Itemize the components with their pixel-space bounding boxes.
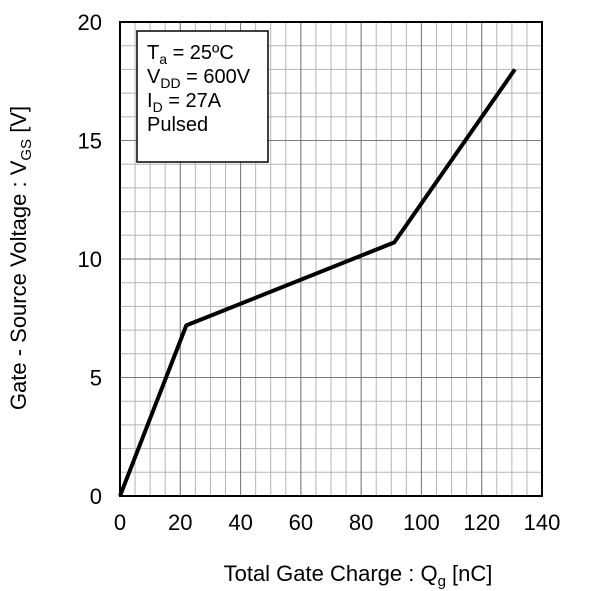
condition-line: ID = 27A: [147, 90, 222, 115]
gate-charge-curve: [118, 68, 517, 497]
series-layer: [118, 68, 517, 497]
condition-line: Pulsed: [147, 114, 208, 136]
y-axis-label: Gate - Source Voltage : VGS [V]: [6, 106, 35, 410]
x-tick-label: 120: [463, 510, 500, 535]
y-tick-labels: 0 5 10 15 20: [78, 10, 102, 509]
plot-frame: [119, 21, 543, 497]
y-tick-label: 0: [90, 484, 102, 509]
x-tick-labels: 0 20 40 60 80 100 120 140: [114, 510, 560, 535]
y-tick-label: 10: [78, 247, 102, 272]
condition-line: Ta = 25ºC: [147, 42, 234, 67]
x-tick-label: 140: [524, 510, 561, 535]
y-tick-label: 20: [78, 10, 102, 35]
y-tick-label: 15: [78, 129, 102, 154]
conditions-box-frame: [136, 30, 269, 163]
condition-line: VDD = 600V: [147, 66, 251, 91]
x-tick-label: 80: [349, 510, 373, 535]
x-tick-label: 20: [168, 510, 192, 535]
x-tick-label: 0: [114, 510, 126, 535]
x-tick-label: 60: [289, 510, 313, 535]
x-tick-label: 40: [228, 510, 252, 535]
x-axis-label: Total Gate Charge : Qg [nC]: [224, 561, 493, 590]
x-tick-label: 100: [403, 510, 440, 535]
y-tick-label: 5: [90, 366, 102, 391]
